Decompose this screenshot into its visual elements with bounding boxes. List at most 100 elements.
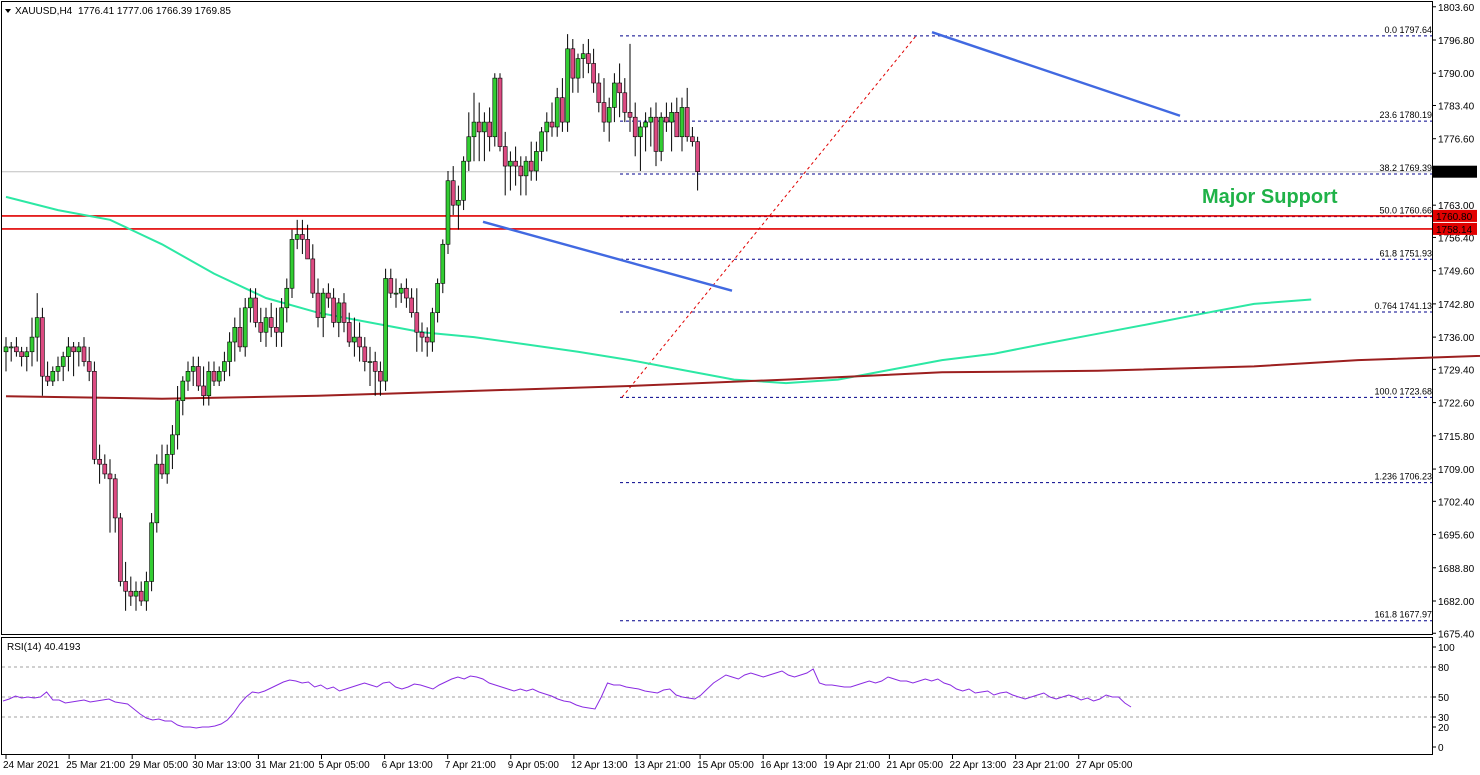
support-price-tag: 1760.80 [1436, 212, 1473, 223]
support-price-tag: 1758.14 [1436, 225, 1473, 236]
ohlc-values: 1776.41 1777.06 1766.39 1769.85 [78, 6, 231, 17]
candle-body [248, 297, 253, 309]
candle [149, 513, 154, 592]
candle-body [653, 116, 659, 152]
candle-body [19, 351, 24, 357]
candle-body [627, 112, 633, 118]
candle [539, 126, 544, 162]
price-tick-label: 1702.40 [1438, 497, 1475, 508]
candle-body [144, 581, 149, 602]
candle [679, 97, 685, 152]
candle-body [419, 331, 425, 338]
candle [591, 48, 596, 93]
candle-body [331, 297, 336, 323]
price-tick-label: 1776.60 [1438, 135, 1475, 146]
trendlines [482, 31, 1181, 292]
candle-body [138, 590, 144, 602]
candle-body [471, 121, 477, 138]
fib-level-label: 50.0 1760.66 [1379, 206, 1432, 216]
price-tick-label: 1695.60 [1438, 531, 1475, 542]
candle [554, 87, 560, 137]
candle [274, 307, 279, 347]
candle-body [40, 317, 45, 377]
candle [528, 141, 534, 181]
candle-body [352, 336, 357, 343]
candle-body [409, 297, 414, 313]
candle [102, 454, 108, 479]
candle-body [196, 366, 201, 387]
candle [14, 337, 19, 357]
candle-body [190, 366, 196, 372]
candle [326, 283, 331, 308]
time-tick-label: 12 Apr 13:00 [571, 760, 628, 771]
candle [580, 43, 586, 79]
candle-body [523, 160, 529, 177]
candle [388, 268, 394, 299]
candle [497, 73, 503, 152]
candle [445, 170, 451, 255]
candle [76, 342, 82, 367]
candle [638, 122, 643, 171]
candle [268, 302, 274, 338]
candle-body [632, 116, 638, 138]
candle-body [664, 116, 669, 123]
price-tick-label: 1790.00 [1438, 69, 1475, 80]
candle-body [404, 287, 409, 299]
candle-body [591, 63, 596, 84]
candle-body [388, 278, 394, 294]
support-price-tag-bg [1433, 209, 1477, 222]
candle [222, 351, 227, 382]
candle [674, 97, 680, 138]
fib-level-label: 100.0 1723.68 [1374, 386, 1432, 396]
candle [19, 346, 24, 367]
fib-level-label: 161.8 1677.97 [1374, 610, 1432, 620]
candle [320, 288, 326, 338]
price-tick-label: 1675.40 [1438, 629, 1475, 640]
symbol-timeframe: XAUUSD,H4 [15, 6, 73, 17]
candle-body [14, 346, 19, 353]
dropdown-triangle-icon[interactable] [5, 9, 11, 13]
candle [253, 288, 258, 328]
candle-body [294, 234, 300, 240]
price-tick-label: 1682.00 [1438, 597, 1475, 608]
price-tick-label: 1709.00 [1438, 465, 1475, 476]
candle-body [222, 361, 227, 372]
rsi-tick-label: 100 [1438, 643, 1455, 654]
candle-body [268, 317, 274, 328]
candle [435, 278, 440, 323]
candle-body [81, 346, 87, 362]
candle [565, 34, 570, 132]
candle [450, 166, 456, 215]
candle [502, 131, 508, 196]
candle-body [123, 581, 128, 592]
candle [331, 288, 336, 328]
candle-body [383, 278, 388, 382]
price-axis: 1803.60 1796.80 1790.00 1783.40 1776.60 1763.… [1432, 3, 1477, 640]
candle-body [102, 463, 108, 475]
candle-body [570, 48, 576, 79]
candle [372, 351, 378, 396]
candle-body [367, 361, 373, 363]
candle-body [450, 180, 456, 206]
candle-body [456, 199, 461, 206]
price-tick-label: 1736.00 [1438, 333, 1475, 344]
candle [544, 112, 550, 152]
fib-level-label: 1.236 1706.23 [1374, 472, 1432, 482]
candle [180, 376, 186, 416]
candle [476, 102, 482, 162]
candle-body [466, 136, 472, 162]
candle [258, 307, 264, 343]
candle [664, 102, 669, 132]
candle-body [336, 302, 342, 323]
candle-body [684, 107, 690, 138]
time-tick-label: 29 Mar 05:00 [129, 760, 188, 771]
candle-body [92, 371, 97, 460]
candle-body [86, 361, 92, 372]
time-tick-label: 21 Apr 05:00 [886, 760, 943, 771]
candle-body [669, 112, 674, 123]
time-tick-label: 15 Apr 05:00 [697, 760, 754, 771]
candle-body [586, 53, 591, 64]
candle [216, 366, 222, 386]
candle-body [300, 234, 305, 240]
candle-body [638, 126, 643, 138]
